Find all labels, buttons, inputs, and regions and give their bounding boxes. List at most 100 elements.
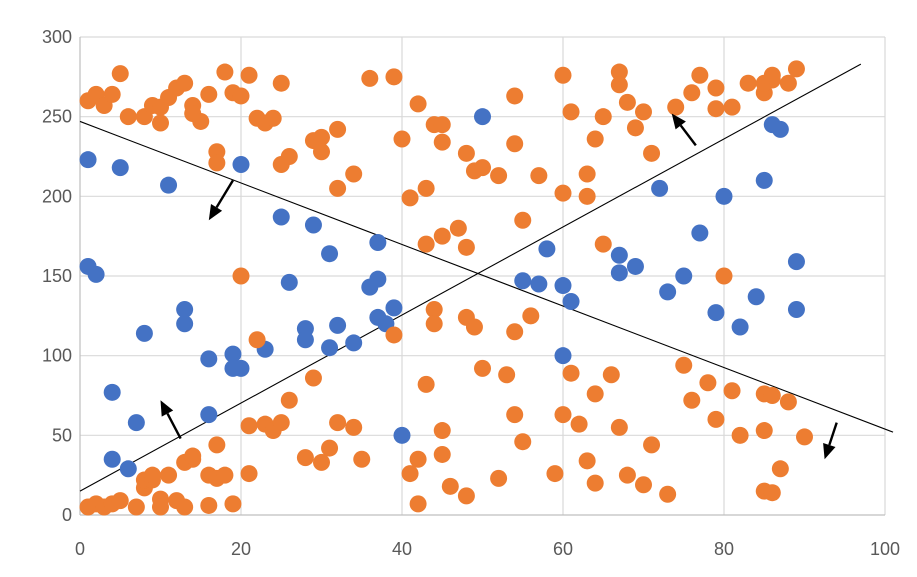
- arrow-lower-right-head: [823, 443, 836, 460]
- orange-point-160: [723, 382, 741, 400]
- y-tick-label-250: 250: [42, 107, 72, 127]
- y-tick-label-0: 0: [62, 505, 72, 525]
- orange-point-154: [643, 436, 661, 454]
- orange-point-12: [176, 74, 194, 92]
- orange-point-148: [586, 474, 604, 492]
- arrow-upper-right: [671, 113, 697, 147]
- blue-point-46: [659, 283, 677, 301]
- orange-point-38: [401, 189, 419, 207]
- orange-point-135: [433, 445, 451, 463]
- orange-point-134: [433, 422, 451, 440]
- y-tick-label-200: 200: [42, 186, 72, 206]
- direction-arrows: [160, 113, 838, 460]
- orange-point-21: [232, 87, 250, 105]
- blue-point-36: [514, 272, 532, 290]
- orange-point-105: [160, 466, 178, 484]
- orange-point-8: [152, 114, 169, 132]
- orange-point-124: [304, 369, 322, 387]
- orange-point-112: [200, 496, 218, 514]
- orange-point-55: [530, 167, 548, 185]
- orange-point-162: [755, 422, 773, 440]
- blue-point-38: [538, 240, 556, 258]
- orange-point-149: [586, 385, 604, 403]
- orange-point-60: [578, 165, 596, 183]
- orange-point-71: [683, 84, 701, 102]
- blue-point-40: [554, 347, 572, 365]
- blue-point-37: [530, 275, 548, 293]
- orange-point-82: [787, 60, 805, 78]
- blue-point-13: [232, 359, 250, 377]
- orange-point-57: [554, 184, 572, 202]
- orange-point-28: [280, 148, 298, 165]
- orange-point-139: [490, 469, 508, 487]
- orange-point-144: [554, 406, 572, 424]
- arrow-lower-right: [823, 422, 838, 460]
- orange-point-83: [232, 267, 250, 285]
- blue-point-30: [369, 270, 387, 288]
- orange-point-159: [707, 410, 725, 428]
- x-tick-label-80: 80: [714, 539, 734, 559]
- orange-point-88: [425, 315, 443, 333]
- orange-point-59: [578, 187, 596, 205]
- orange-point-58: [562, 103, 580, 121]
- orange-point-126: [321, 439, 339, 457]
- orange-point-40: [417, 179, 435, 197]
- orange-point-117: [240, 417, 258, 435]
- orange-point-142: [514, 433, 532, 451]
- blue-point-35: [474, 108, 491, 126]
- orange-point-137: [457, 487, 475, 505]
- blue-point-50: [715, 187, 733, 205]
- orange-point-146: [570, 415, 588, 433]
- blue-point-24: [321, 245, 339, 263]
- blue-point-34: [393, 426, 411, 444]
- blue-point-19: [272, 208, 290, 226]
- blue-point-49: [707, 304, 725, 322]
- orange-point-81: [779, 74, 797, 92]
- orange-point-97: [111, 492, 129, 510]
- orange-point-51: [490, 167, 508, 185]
- orange-point-147: [578, 452, 596, 470]
- orange-point-69: [643, 144, 661, 162]
- orange-point-74: [707, 79, 725, 97]
- orange-point-92: [522, 307, 540, 325]
- blue-point-26: [329, 316, 347, 334]
- orange-point-86: [385, 326, 403, 344]
- orange-point-35: [361, 69, 379, 87]
- blue-point-4: [160, 176, 178, 194]
- orange-point-156: [675, 356, 693, 374]
- orange-point-15: [192, 112, 210, 130]
- orange-point-26: [272, 74, 290, 92]
- orange-point-104: [152, 498, 169, 516]
- arrow-upper-right-shaft: [679, 124, 697, 147]
- orange-point-118: [240, 465, 258, 483]
- orange-point-107: [176, 498, 194, 516]
- blue-point-55: [771, 120, 789, 138]
- orange-point-37: [393, 130, 411, 148]
- orange-point-138: [474, 359, 491, 377]
- blue-point-47: [675, 267, 693, 285]
- orange-point-87: [425, 300, 443, 318]
- orange-point-98: [127, 498, 145, 516]
- blue-point-44: [626, 257, 644, 275]
- blue-point-22: [296, 331, 314, 349]
- orange-point-33: [329, 179, 347, 197]
- blue-point-9: [176, 315, 194, 333]
- orange-point-123: [296, 449, 314, 467]
- orange-point-136: [441, 477, 459, 495]
- x-tick-label-60: 60: [553, 539, 573, 559]
- y-tick-label-50: 50: [52, 425, 72, 445]
- blue-point-10: [200, 350, 218, 368]
- blue-point-8: [176, 300, 194, 318]
- arrow-lower-left-head: [160, 400, 174, 417]
- blue-point-20: [280, 273, 298, 291]
- orange-point-32: [329, 120, 347, 138]
- orange-point-5: [119, 108, 137, 126]
- orange-point-48: [457, 144, 475, 162]
- orange-point-153: [635, 476, 652, 494]
- blue-point-33: [385, 299, 403, 317]
- descending-line: [79, 120, 894, 433]
- orange-point-75: [723, 98, 741, 116]
- blue-point-29: [369, 234, 387, 252]
- orange-point-50: [474, 159, 491, 177]
